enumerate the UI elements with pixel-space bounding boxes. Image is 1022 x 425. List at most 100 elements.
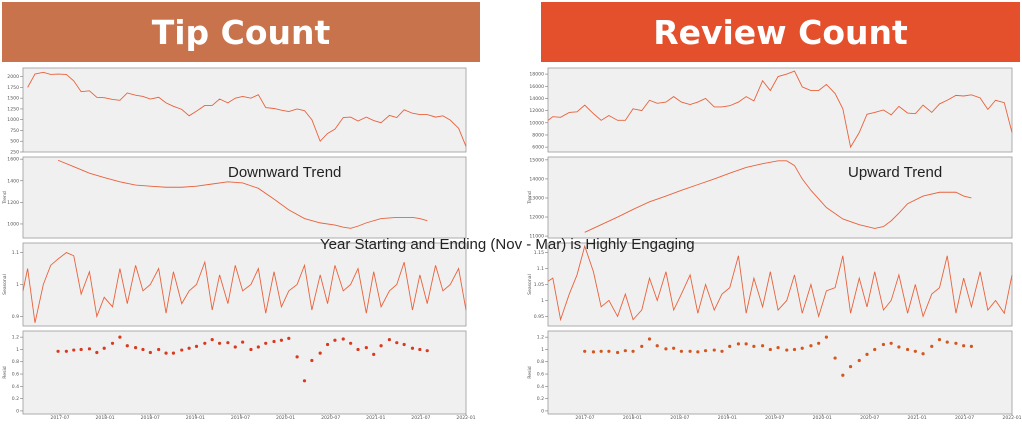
panel-0-seasonal-frame — [22, 242, 467, 327]
panel-0-resid-point — [256, 345, 260, 349]
panel-0-observed-ytick-label: 1750 — [7, 85, 19, 91]
panel-0-xtick-label: 2021-07 — [411, 415, 430, 421]
panel-1-trend-ytick-label: 14000 — [529, 176, 544, 182]
panel-0-trend-ytick-label: 1400 — [7, 178, 19, 184]
panel-1-resid-point — [930, 344, 934, 348]
panel-0-resid-point — [79, 347, 83, 352]
panel-0-resid-point — [233, 345, 237, 349]
panel-1-resid-point — [841, 373, 845, 377]
panel-0-resid-point — [418, 347, 422, 352]
panel-1-resid-point — [906, 347, 910, 352]
panel-1-resid-ytick-label: 0.6 — [537, 372, 544, 378]
panel-1-resid-point — [688, 349, 692, 353]
panel-1-resid-subplot: 1.2 1 0.8 0.6 0.4 0.2 0 Resid — [527, 330, 1013, 415]
panel-0-resid-point — [402, 342, 406, 347]
panel-0-resid-point — [379, 344, 383, 348]
panel-0-resid-point — [125, 344, 129, 348]
panel-0-resid-point — [302, 379, 307, 383]
panel-0-resid-point — [203, 341, 207, 345]
panel-0-resid-point — [194, 344, 199, 348]
panel-1-resid-point — [744, 342, 748, 346]
panel-1-xtick-label: 2020-01 — [813, 415, 832, 421]
panel-0-resid-point — [171, 351, 176, 355]
panel-1-resid-point — [809, 344, 813, 348]
panel-0-resid-ylabel: Resid — [2, 366, 8, 378]
panel-0-resid-ytick-label: 0 — [16, 408, 19, 414]
panel-1-xtick-label: 2022-01 — [1002, 415, 1021, 421]
panel-0-resid-point — [387, 338, 391, 342]
panel-0-resid-point — [102, 346, 106, 350]
panel-1-resid-point — [817, 341, 821, 345]
panel-1-xtick-label: 2019-07 — [765, 415, 784, 421]
panel-0-trend-ytick-label: 1600 — [7, 157, 19, 163]
panel-1-resid-point — [736, 342, 741, 346]
panel-1-resid-point — [616, 350, 620, 355]
panel-1-resid-point — [954, 341, 958, 345]
panel-0-observed-ytick-label: 1250 — [7, 106, 19, 112]
panel-1-seasonal-ytick-label: 1.05 — [534, 282, 544, 288]
panel-1-resid-point — [720, 349, 724, 353]
panel-0-resid-ytick-label: 1.2 — [12, 335, 19, 341]
panel-0-xtick-label: 2021-01 — [366, 415, 385, 421]
panel-0-resid-frame — [22, 330, 467, 415]
panel-0-resid-point — [425, 349, 429, 353]
panel-1-resid-point — [696, 350, 700, 354]
panel-0-resid-point — [395, 341, 399, 345]
panel-1-resid-point — [937, 338, 942, 342]
panel-0-resid-point — [341, 337, 345, 341]
panel-0-trend-subplot: 1600 1400 1200 1000 Trend — [2, 156, 467, 239]
panel-1-resid-point — [631, 349, 635, 353]
panel-0-resid-point — [264, 341, 268, 345]
review-count-title: Review Count — [653, 12, 908, 52]
panel-1-resid-point — [591, 350, 596, 354]
panel-1-resid-point — [848, 365, 853, 369]
panel-1-resid-point — [857, 358, 861, 363]
panel-0-resid-point — [133, 346, 138, 350]
panel-1-observed-ytick-label: 12000 — [529, 108, 544, 114]
panel-1-resid-point — [640, 344, 644, 348]
panel-0-seasonal-subplot: 1.1 1 0.9 Seasonal — [2, 242, 467, 327]
panel-1-seasonal-ytick-label: 0.95 — [534, 314, 544, 320]
panel-0-resid-point — [226, 341, 230, 345]
panel-0-resid-point — [187, 346, 191, 350]
panel-1-resid-ytick-label: 0 — [541, 408, 544, 414]
panel-0-seasonal-ytick-label: 0.9 — [12, 314, 19, 320]
tip-count-header: Tip Count — [2, 2, 480, 62]
panel-1-resid-point — [623, 349, 627, 353]
panel-1-xtick-label: 2021-07 — [955, 415, 974, 421]
panel-1-seasonal-series-line — [547, 244, 1013, 322]
panel-1-resid-point — [865, 352, 869, 356]
panel-0-observed-ytick-label: 1500 — [7, 96, 19, 102]
panel-1-resid-point — [761, 344, 765, 348]
panel-0-seasonal-ytick-label: 1 — [16, 282, 19, 288]
panel-0-resid-ytick-label: 1 — [16, 347, 19, 353]
panel-1-observed-series-line — [547, 70, 1013, 149]
panel-0-observed-ytick-label: 2000 — [7, 74, 19, 80]
panel-0-resid-point — [95, 350, 99, 355]
panel-0-resid-ytick-label: 0.4 — [12, 384, 19, 390]
panel-1-seasonal-frame — [547, 242, 1013, 327]
panel-1-resid-point — [728, 344, 732, 348]
panel-0-seasonal-series-line — [22, 252, 467, 323]
panel-0-observed-frame — [22, 67, 467, 153]
panel-0-observed-series-line — [27, 71, 467, 147]
tip-count-title: Tip Count — [151, 12, 331, 52]
panel-0-xtick-label: 2018-07 — [141, 415, 160, 421]
panel-1-resid-ytick-label: 0.2 — [537, 396, 544, 402]
panel-0-resid-point — [217, 341, 222, 345]
panel-1-resid-ytick-label: 1.2 — [537, 335, 544, 341]
review-count-header: Review Count — [541, 2, 1020, 62]
panel-1-resid-frame — [547, 330, 1013, 415]
panel-1-resid-point — [647, 337, 652, 341]
panel-0-resid-point — [110, 341, 115, 345]
panel-0-observed-ytick-label: 1000 — [7, 117, 19, 123]
panel-1-resid-point — [679, 349, 684, 353]
panel-1-trend-ylabel: Trend — [527, 191, 533, 205]
panel-0-resid-point — [410, 346, 415, 350]
panel-0-resid-point — [87, 347, 92, 351]
panel-0-resid-point — [241, 340, 245, 344]
panel-0-resid-point — [325, 342, 330, 347]
panel-0-resid-point — [295, 355, 299, 359]
panel-0-resid-point — [157, 347, 161, 352]
